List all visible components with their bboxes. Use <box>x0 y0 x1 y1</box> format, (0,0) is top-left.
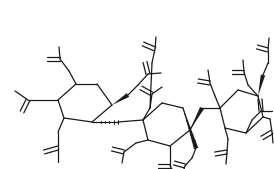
Polygon shape <box>190 107 204 130</box>
Polygon shape <box>183 108 198 149</box>
Polygon shape <box>258 75 265 96</box>
Polygon shape <box>112 93 129 105</box>
